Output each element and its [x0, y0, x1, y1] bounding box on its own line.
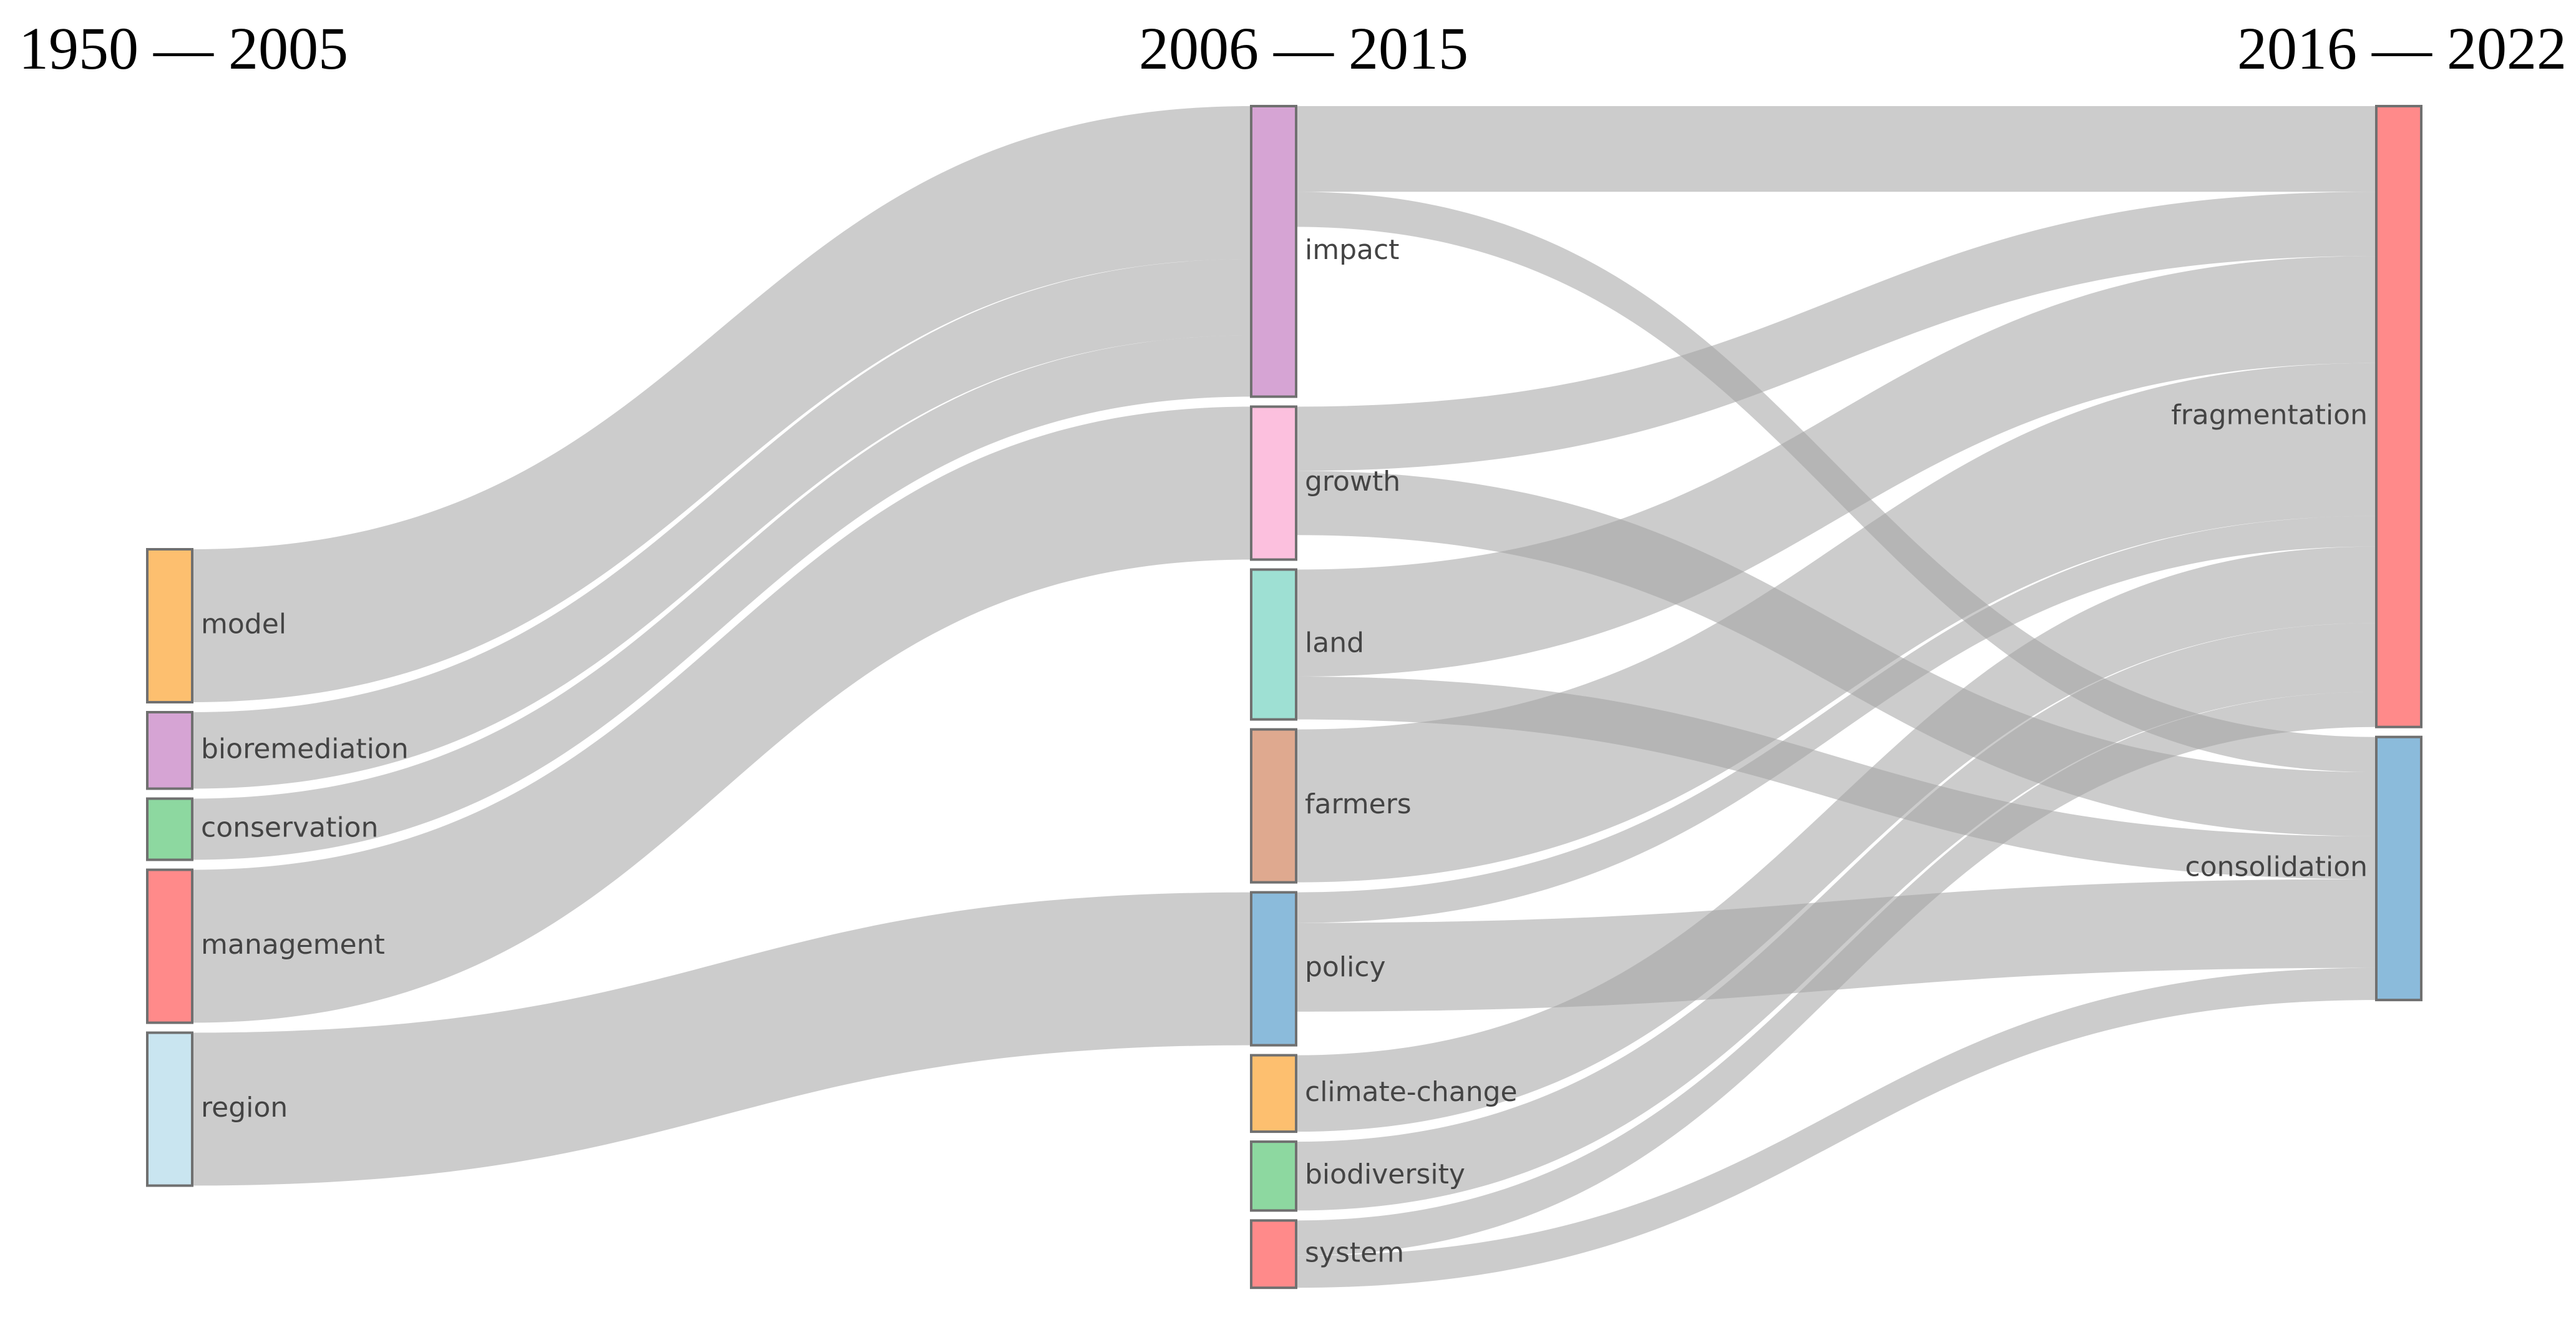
node-growth[interactable] [1250, 405, 1297, 561]
node-label-policy: policy [1305, 951, 1386, 983]
node-model[interactable] [146, 548, 193, 703]
node-label-farmers: farmers [1305, 788, 1412, 820]
node-farmers[interactable] [1250, 728, 1297, 884]
link-farmers-to-fragmentation [1296, 363, 2376, 883]
node-bioremediation[interactable] [146, 711, 193, 790]
link-growth-to-fragmentation [1296, 192, 2376, 471]
node-management[interactable] [146, 868, 193, 1024]
node-consolidation[interactable] [2375, 735, 2422, 1002]
labels-layer: model bioremediation conservation managemen… [201, 234, 2368, 1269]
link-conservation-to-impact [192, 335, 1251, 860]
node-label-fragmentation: fragmentation [2171, 399, 2368, 431]
link-system-to-fragmentation [1296, 692, 2376, 1256]
node-land[interactable] [1250, 568, 1297, 721]
link-region-to-policy [192, 892, 1251, 1186]
node-label-management: management [201, 929, 385, 961]
links-layer [192, 106, 2376, 1288]
node-system[interactable] [1250, 1219, 1297, 1290]
link-system-to-consolidation [1296, 967, 2376, 1288]
link-impact-to-fragmentation [1296, 106, 2376, 192]
link-bioremediation-to-impact [192, 259, 1251, 789]
node-label-conservation: conservation [201, 812, 378, 844]
node-label-system: system [1305, 1236, 1404, 1268]
node-conservation[interactable] [146, 797, 193, 861]
period-label-1950-2005: 1950 — 2005 [19, 15, 348, 82]
link-policy-to-fragmentation [1296, 516, 2376, 923]
node-label-consolidation: consolidation [2185, 851, 2368, 883]
node-label-region: region [201, 1092, 288, 1124]
node-biodiversity[interactable] [1250, 1140, 1297, 1212]
node-policy[interactable] [1250, 891, 1297, 1047]
node-label-land: land [1305, 627, 1364, 659]
node-impact[interactable] [1250, 105, 1297, 398]
link-biodiversity-to-fragmentation [1296, 623, 2376, 1211]
node-fragmentation[interactable] [2375, 105, 2422, 728]
link-model-to-impact [192, 106, 1251, 702]
link-climate-change-to-fragmentation [1296, 546, 2376, 1132]
nodes-layer [146, 105, 2422, 1290]
period-label-2016-2022: 2016 — 2022 [2237, 15, 2567, 82]
node-label-biodiversity: biodiversity [1305, 1158, 1465, 1190]
link-land-to-fragmentation [1296, 256, 2376, 677]
period-label-2006-2015: 2006 — 2015 [1139, 15, 1468, 82]
node-label-growth: growth [1305, 466, 1400, 497]
node-label-impact: impact [1305, 234, 1399, 266]
node-label-model: model [201, 609, 286, 640]
link-management-to-growth [192, 406, 1251, 1023]
node-label-climate-change: climate-change [1305, 1076, 1518, 1108]
node-climate-change[interactable] [1250, 1054, 1297, 1134]
node-region[interactable] [146, 1031, 193, 1187]
node-label-bioremediation: bioremediation [201, 733, 409, 765]
